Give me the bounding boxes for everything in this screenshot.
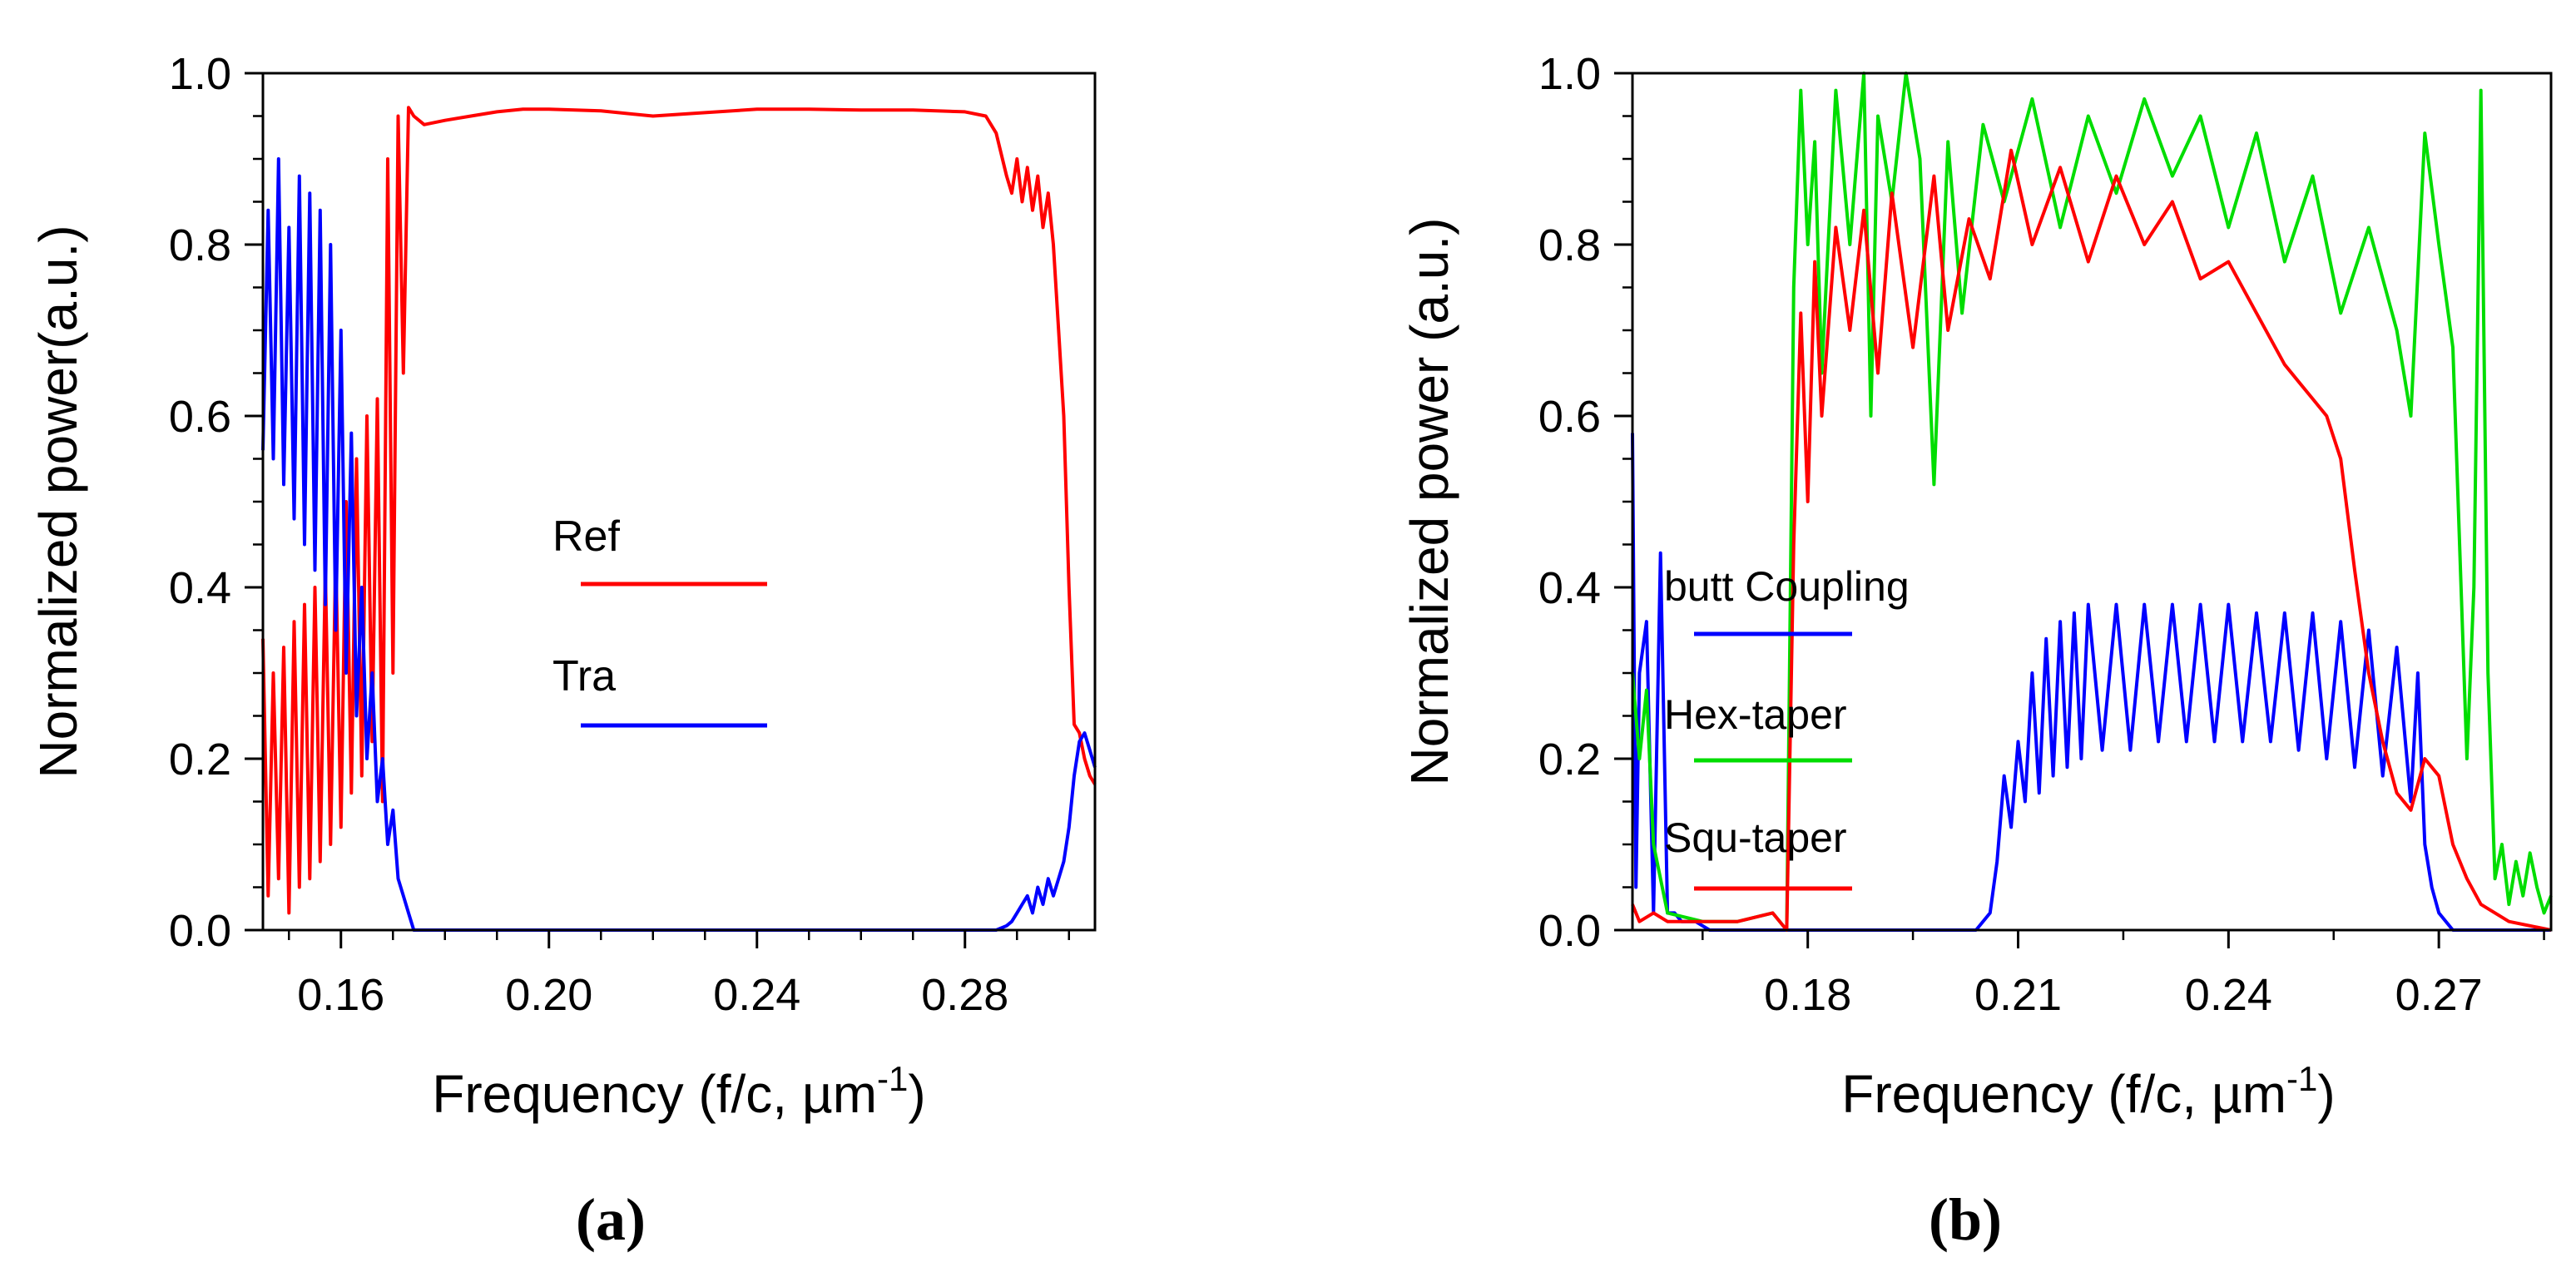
y-tick-label: 0.0	[169, 906, 231, 956]
y-axis-label-a: Normalized power(a.u.)	[28, 225, 88, 778]
y-tick-label: 0.8	[1538, 220, 1601, 270]
y-tick-label: 1.0	[1538, 49, 1601, 99]
x-tick-label: 0.18	[1764, 970, 1851, 1020]
series-line-tra	[261, 157, 1097, 932]
legend-a: Ref Tra	[552, 512, 767, 728]
x-tick-label: 0.24	[2185, 970, 2272, 1020]
y-tick-label: 1.0	[169, 49, 231, 99]
y-tick-label: 0.4	[1538, 563, 1601, 613]
x-axis-a: 0.16 0.20 0.24 0.28	[288, 930, 1070, 1020]
plot-area-a	[261, 106, 1097, 932]
legend-squ-label: Squ-taper	[1664, 814, 1847, 861]
legend-b: butt Coupling Hex-taper Squ-taper	[1664, 563, 1910, 891]
x-axis-b: 0.18 0.21 0.24 0.27	[1702, 930, 2545, 1020]
y-tick-label: 0.0	[1538, 906, 1601, 956]
chart-panel-b: 0.18 0.21 0.24 0.27 0.0 0.2 0.4 0.6 0.8 1.0 Norm…	[1399, 49, 2553, 1253]
y-tick-label: 0.4	[169, 563, 231, 613]
chart-panel-a: 0.16 0.20 0.24 0.28 0.0 0.2 0.4 0.6 0.8 1.0 Norm…	[28, 49, 1097, 1253]
x-tick-label: 0.16	[297, 970, 384, 1020]
x-tick-label: 0.27	[2395, 970, 2483, 1020]
y-axis-a: 0.0 0.2 0.4 0.6 0.8 1.0	[169, 49, 263, 956]
series-line-ref	[261, 106, 1097, 915]
x-tick-label: 0.20	[505, 970, 592, 1020]
y-tick-label: 0.8	[169, 220, 231, 270]
x-tick-label: 0.28	[921, 970, 1008, 1020]
panel-label-a: (a)	[576, 1186, 646, 1253]
x-axis-label-b: Frequency (f/c, µm-1)	[1841, 1059, 2335, 1124]
legend-tra-label: Tra	[552, 652, 616, 700]
series-line-hex-taper	[1631, 72, 2553, 932]
plot-area-b	[1631, 72, 2553, 932]
x-tick-label: 0.24	[713, 970, 800, 1020]
legend-ref-label: Ref	[552, 512, 620, 561]
y-tick-label: 0.2	[169, 735, 231, 785]
legend-butt-label: butt Coupling	[1664, 563, 1910, 610]
y-tick-label: 0.6	[1538, 392, 1601, 442]
panel-label-b: (b)	[1929, 1186, 2002, 1253]
y-axis-b: 0.0 0.2 0.4 0.6 0.8 1.0	[1538, 49, 1632, 956]
x-tick-label: 0.21	[1974, 970, 2062, 1020]
y-tick-label: 0.2	[1538, 735, 1601, 785]
legend-hex-label: Hex-taper	[1664, 691, 1847, 738]
y-axis-label-b: Normalized power (a.u.)	[1399, 218, 1459, 786]
y-tick-label: 0.6	[169, 392, 231, 442]
x-axis-label-a: Frequency (f/c, µm-1)	[432, 1059, 925, 1124]
series-line-squ-taper	[1631, 148, 2552, 932]
